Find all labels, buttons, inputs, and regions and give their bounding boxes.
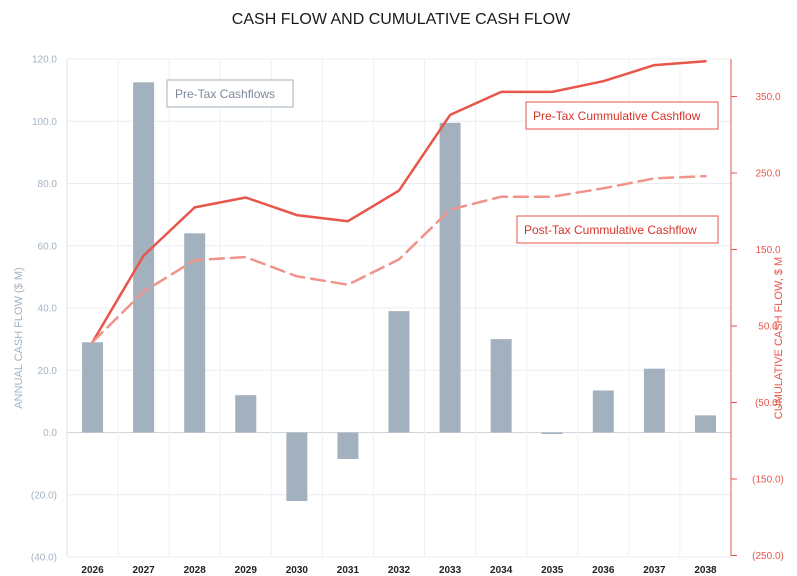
x-tick-label: 2026 [81,565,104,576]
legend-box-post-tax-cumulative [516,215,719,244]
right-tick-label: 250.0 [755,169,780,180]
pre-tax-cumulative-line [91,60,707,344]
right-tick-label: 50.0 [758,322,778,333]
bar-2035 [541,432,563,435]
bar-2028 [184,233,206,433]
right-tick-label: (250.0) [752,551,784,562]
legend-box-pre-tax-cashflows [166,79,294,108]
legend-label-pre-tax-cashflows: Pre-Tax Cashflows [175,87,275,101]
grid-lines [66,58,732,558]
left-tick-label: 40.0 [38,304,58,315]
left-tick-label: 80.0 [38,179,58,190]
x-tick-label: 2038 [694,565,717,576]
left-axis-label: ANNUAL CASH FLOW ($ M) [13,267,25,408]
chart-title: CASH FLOW AND CUMULATIVE CASH FLOW [232,11,571,28]
right-tick-label: (50.0) [755,398,781,409]
right-tick-label: (150.0) [752,475,784,486]
x-tick-label: 2030 [286,565,309,576]
left-tick-label: 20.0 [38,366,58,377]
x-tick-label: 2029 [235,565,258,576]
right-tick-label: 150.0 [755,245,780,256]
bar-2033 [439,122,461,433]
left-tick-label: 60.0 [38,241,58,252]
x-tick-label: 2028 [184,565,207,576]
legend-pre-tax-cashflows: Pre-Tax Cashflows [166,79,294,108]
legend-pre-tax-cumulative: Pre-Tax Cummulative Cashflow [525,101,719,130]
post-tax-cumulative-line [91,174,707,344]
left-tick-label: 120.0 [32,55,57,66]
line-series [91,60,707,344]
bar-2032 [388,311,410,433]
bar-2031 [337,432,359,459]
left-tick-label: 100.0 [32,117,57,128]
right-tick-label: 350.0 [755,92,780,103]
left-tick-label: (40.0) [31,553,57,564]
x-tick-label: 2031 [337,565,360,576]
left-tick-label: (20.0) [31,490,57,501]
x-tick-label: 2037 [643,565,666,576]
axes: (40.0) (20.0) 0.0 20.0 40.0 60.0 80.0 100.0 120.… [31,55,784,576]
bar-2030 [286,432,308,501]
bar-2029 [235,395,257,433]
bar-series [82,82,716,501]
x-tick-label: 2036 [592,565,615,576]
x-tick-label: 2032 [388,565,411,576]
bar-2034 [490,339,512,433]
legend-post-tax-cumulative: Post-Tax Cummulative Cashflow [516,215,719,244]
bar-2038 [694,415,716,433]
right-axis-label: CUMULATIVE CASH FLOW, $ M [773,257,785,419]
legend-label-post-tax-cumulative: Post-Tax Cummulative Cashflow [524,223,697,237]
x-tick-label: 2035 [541,565,564,576]
x-tick-label: 2034 [490,565,513,576]
legend-label-pre-tax-cumulative: Pre-Tax Cummulative Cashflow [533,109,701,123]
x-tick-label: 2033 [439,565,462,576]
x-tick-label: 2027 [132,565,155,576]
bar-2037 [643,368,665,433]
bar-2036 [592,390,614,433]
bar-2026 [82,342,104,433]
legend-box-pre-tax-cumulative [525,101,719,130]
left-tick-label: 0.0 [43,428,57,439]
